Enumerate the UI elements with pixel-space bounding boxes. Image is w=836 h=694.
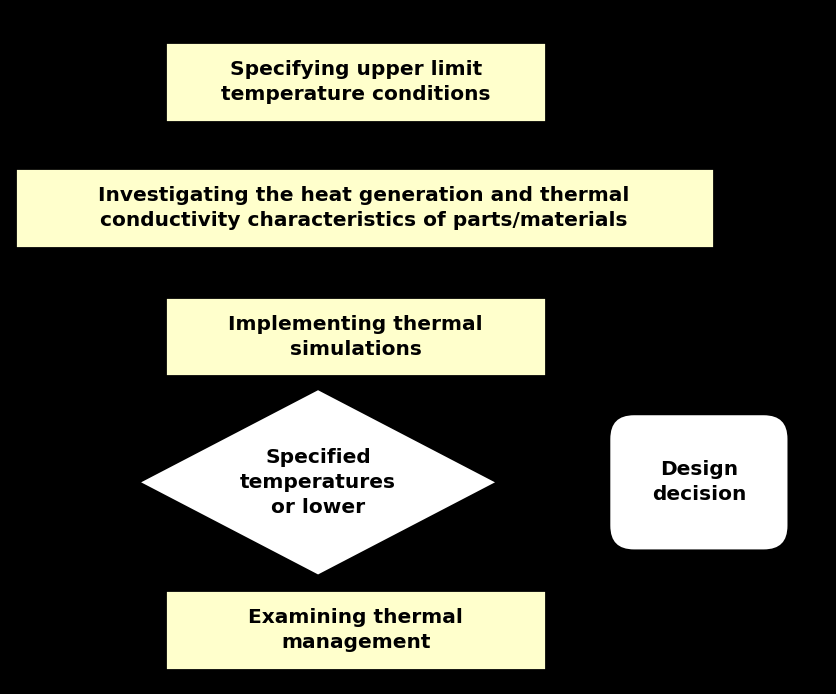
FancyBboxPatch shape bbox=[165, 590, 545, 670]
Text: Specified
temperatures
or lower: Specified temperatures or lower bbox=[240, 448, 395, 517]
Text: Design
decision: Design decision bbox=[651, 460, 745, 505]
FancyBboxPatch shape bbox=[608, 414, 788, 551]
Polygon shape bbox=[138, 389, 497, 576]
Text: Implementing thermal
simulations: Implementing thermal simulations bbox=[228, 314, 482, 359]
Text: Examining thermal
management: Examining thermal management bbox=[248, 608, 462, 652]
FancyBboxPatch shape bbox=[14, 169, 712, 248]
Text: Investigating the heat generation and thermal
conductivity characteristics of pa: Investigating the heat generation and th… bbox=[99, 186, 629, 230]
Text: Specifying upper limit
temperature conditions: Specifying upper limit temperature condi… bbox=[221, 60, 490, 104]
FancyBboxPatch shape bbox=[165, 42, 545, 122]
FancyBboxPatch shape bbox=[165, 297, 545, 377]
